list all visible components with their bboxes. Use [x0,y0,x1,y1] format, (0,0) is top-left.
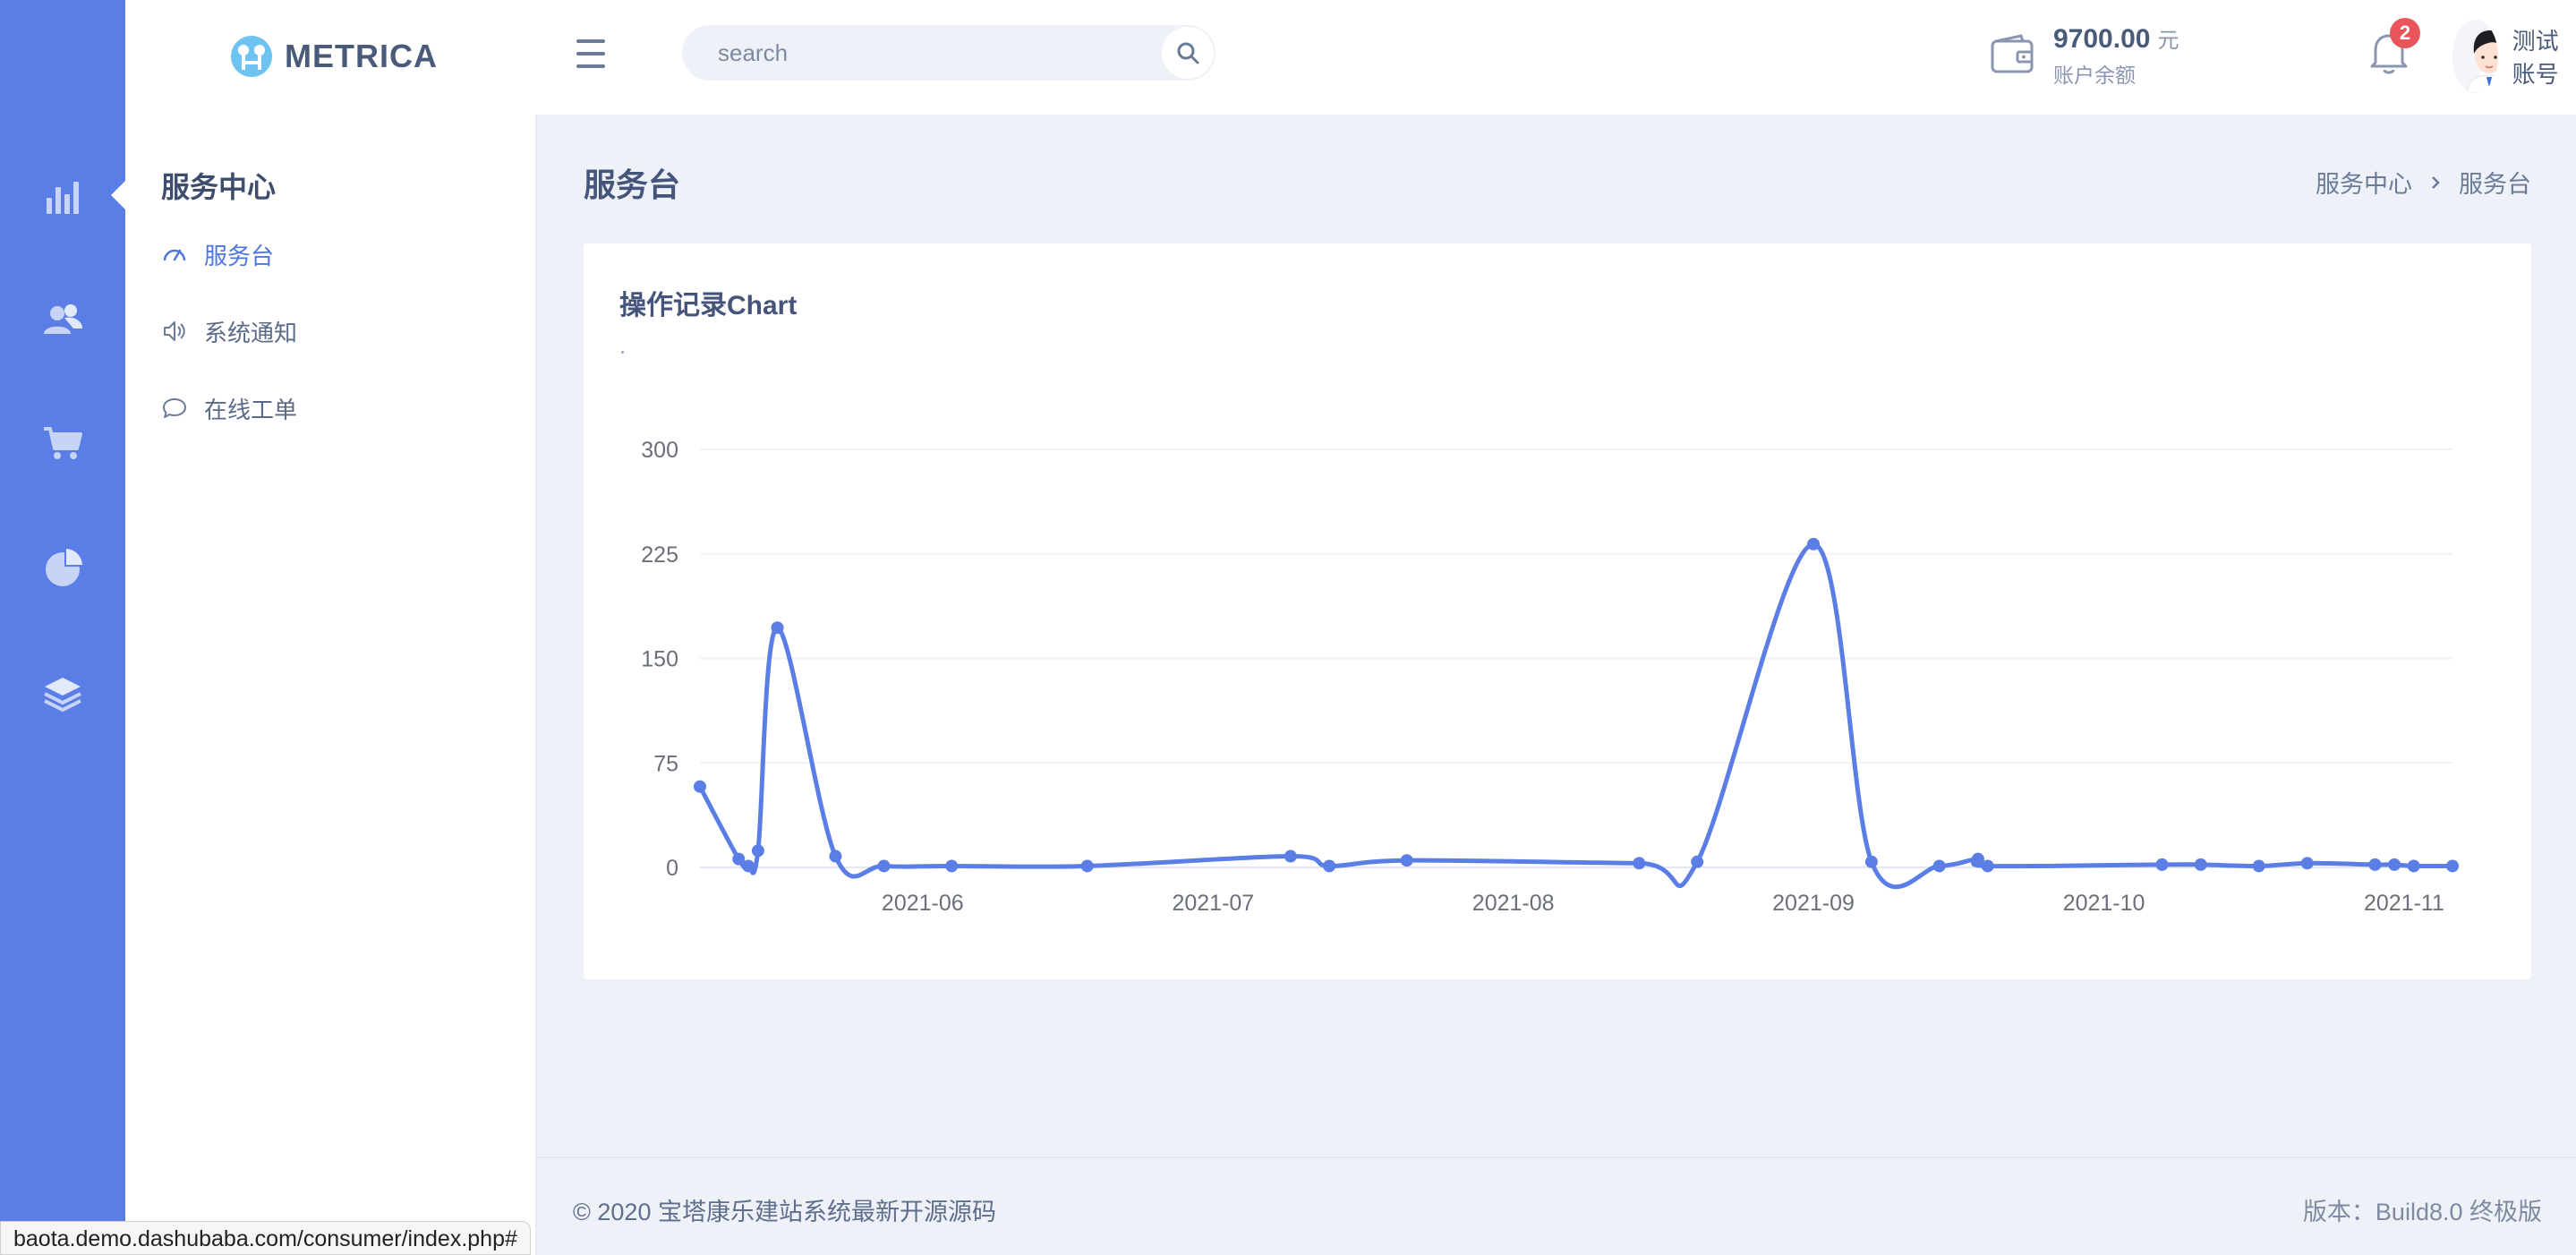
x-tick-label: 2021-08 [1472,891,1555,916]
search-input[interactable] [682,25,1147,81]
active-rail-pointer [111,181,125,209]
rail-users[interactable] [0,279,125,360]
data-point [1080,859,1094,873]
hamburger-line [576,39,605,43]
data-point [1807,537,1821,551]
data-point [1633,857,1646,870]
footer-version: 版本：Build8.0 终极版 [2302,1199,2542,1225]
bar-chart-icon [47,182,79,214]
breadcrumb-current: 服务台 [2459,171,2531,198]
logo[interactable]: METRICA [229,32,438,81]
speaker-icon [164,321,185,341]
data-point [1284,849,1297,863]
rail-analytics[interactable] [0,156,125,236]
submenu-item-notifications[interactable]: 系统通知 [161,308,297,354]
x-tick-label: 2021-06 [882,891,964,916]
submenu-item-label: 服务台 [204,242,275,269]
cart-icon [44,427,82,459]
x-tick-label: 2021-11 [2364,891,2444,916]
logo-icon [231,36,272,77]
data-point [1971,852,1984,866]
submenu-item-tickets[interactable]: 在线工单 [161,385,297,431]
wallet-icon [1991,34,2034,73]
data-point [2446,859,2459,873]
data-point [877,859,891,873]
chevron-right-icon [2432,175,2440,189]
brand-name: METRICA [285,38,438,74]
avatar-image [2452,20,2498,93]
wallet-text: 9700.00 元 账户余额 [2053,22,2179,89]
user-menu[interactable]: 测试账号 [2452,20,2576,93]
breadcrumb: 服务中心 服务台 [2316,165,2531,200]
card-title: 操作记录Chart [619,291,798,320]
chart-card: 操作记录Chart 0 75 150 225 300 2021-06 2021-07 2021… [584,243,2531,979]
y-tick-label: 225 [641,542,678,568]
series-line [697,542,2453,890]
data-point [2388,858,2401,871]
data-point [2300,857,2314,870]
submenu-item-label: 在线工单 [204,396,298,423]
rail-layers[interactable] [0,653,125,734]
breadcrumb-link-service-center[interactable]: 服务中心 [2316,171,2412,198]
data-point [1932,859,1946,873]
wallet-amount: 9700.00 [2053,24,2151,54]
submenu-item-label: 系统通知 [204,319,298,346]
y-tick-label: 0 [666,856,678,881]
data-point [1864,855,1878,868]
search-button[interactable] [1162,27,1214,79]
page-title: 服务台 [584,166,681,203]
search-bar [682,25,1215,81]
data-point [732,852,746,866]
menu-toggle-button[interactable] [573,36,609,72]
wallet-balance[interactable]: 9700.00 元 账户余额 [1989,20,2179,91]
rail-reports[interactable] [0,528,125,609]
notifications-button[interactable]: 2 [2367,18,2420,79]
username: 测试账号 [2512,28,2559,88]
users-icon [44,304,82,334]
status-bar-url: baota.demo.dashubaba.com/consumer/index.… [0,1221,531,1255]
x-tick-label: 2021-10 [2063,891,2145,916]
x-tick-label: 2021-09 [1772,891,1855,916]
data-point [945,859,959,873]
data-point [2155,858,2169,871]
y-tick-label: 150 [641,647,678,672]
y-tick-label: 300 [641,438,678,463]
topbar: METRICA 9700.00元 账户余额 [125,0,2576,115]
icon-rail [0,0,125,1255]
submenu-title: 服务中心 [161,171,277,203]
data-point [742,859,755,873]
card-subtitle-dot [621,351,624,354]
pie-chart-icon [46,549,82,586]
data-point [1323,859,1336,873]
footer-copyright: © 2020 宝塔康乐建站系统最新开源源码 [573,1199,996,1225]
wallet-unit: 元 [2157,29,2179,53]
submenu-panel: 服务中心 服务台 系统通知 在线工单 [125,115,537,1255]
y-tick-label: 75 [653,751,678,776]
data-point [2368,858,2382,871]
data-point [771,621,784,635]
layers-icon [44,678,81,713]
operation-log-chart: 0 75 150 225 300 2021-06 2021-07 2021-08 2021-09… [641,438,2459,916]
wallet-label: 账户余额 [2053,64,2136,87]
search-icon [1177,42,1199,64]
footer: © 2020 宝塔康乐建站系统最新开源源码 版本：Build8.0 终极版 [537,1157,2576,1255]
data-point [829,849,842,863]
data-point [2252,859,2265,873]
hamburger-line [576,52,605,55]
data-point [1400,854,1413,867]
avatar [2452,20,2498,93]
data-point [2194,858,2207,871]
data-point [1981,859,1994,873]
chat-bubble-icon [163,398,186,418]
hamburger-line [576,64,605,68]
data-point [2407,859,2420,873]
x-tick-label: 2021-07 [1172,891,1254,916]
data-point [694,780,706,793]
data-point [1691,855,1704,868]
submenu-item-service-desk[interactable]: 服务台 [161,231,274,277]
notification-count-badge: 2 [2390,18,2420,48]
gauge-icon [163,249,186,261]
rail-shop[interactable] [0,403,125,483]
data-point [751,844,764,858]
